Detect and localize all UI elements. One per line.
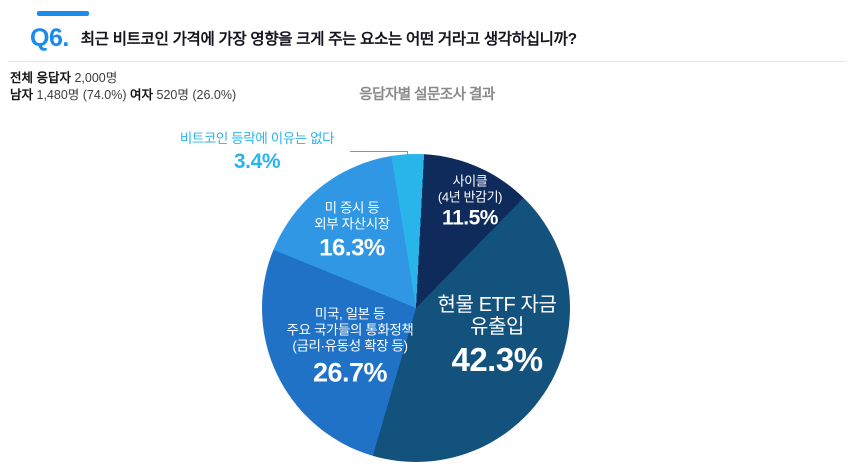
slice-cycle-line1: 사이클 <box>452 173 488 189</box>
slice-policy-percent: 26.7% <box>312 357 388 388</box>
respondent-total-value: 2,000명 <box>74 71 118 85</box>
slice-label-no-reason: 비트코인 등락에 이유는 없다 3.4% <box>179 130 335 174</box>
question-number: Q6. <box>30 24 69 52</box>
slice-etf-percent: 42.3% <box>451 341 543 378</box>
slice-policy-line3: (금리·유동성 확장 등) <box>292 338 408 354</box>
slice-market-percent: 16.3% <box>319 234 385 262</box>
respondent-female-label: 여자 <box>130 87 154 102</box>
respondent-gender-row: 남자 1,480명 (74.0%) 여자 520명 (26.0%) <box>10 87 236 104</box>
respondent-stats: 전체 응답자 2,000명 남자 1,480명 (74.0%) 여자 520명 … <box>10 70 236 103</box>
slice-no-reason-line2: 등락에 이유는 없다 <box>231 130 335 146</box>
slice-label-etf: 현물 ETF 자금 유출입 42.3% <box>438 294 557 378</box>
respondent-female-value: 520명 (26.0%) <box>156 87 237 102</box>
slice-cycle-percent: 11.5% <box>442 206 498 230</box>
pie-chart <box>262 154 570 462</box>
slice-etf-line2: 유출입 <box>469 316 524 338</box>
slice-no-reason-percent: 3.4% <box>233 149 281 173</box>
respondent-total-row: 전체 응답자 2,000명 <box>10 70 236 87</box>
slice-label-market: 미 증시 등 외부 자산시장 16.3% <box>314 200 390 262</box>
header-divider <box>8 61 846 62</box>
slice-market-line2: 외부 자산시장 <box>314 216 390 232</box>
accent-bar <box>37 11 89 16</box>
question-header: Q6. 최근 비트코인 가격에 가장 영향을 크게 주는 요소는 어떤 거라고 … <box>30 24 577 53</box>
slice-policy-line2: 주요 국가들의 통화정책 <box>286 322 414 338</box>
respondent-male-value: 1,480명 (74.0%) <box>36 87 127 102</box>
slice-label-policy: 미국, 일본 등 주요 국가들의 통화정책 (금리·유동성 확장 등) 26.7… <box>287 307 414 388</box>
slice-policy-line1: 미국, 일본 등 <box>314 306 386 322</box>
slice-cycle-line2: (4년 반감기) <box>437 189 503 204</box>
slice-market-line1: 미 증시 등 <box>324 200 380 216</box>
slice-no-reason-line1: 비트코인 <box>179 130 228 146</box>
question-text: 최근 비트코인 가격에 가장 영향을 크게 주는 요소는 어떤 거라고 생각하십… <box>80 31 577 48</box>
slice-label-cycle: 사이클 (4년 반감기) 11.5% <box>437 173 503 231</box>
respondent-male-label: 남자 <box>10 87 34 102</box>
chart-title: 응답자별 설문조사 결과 <box>359 87 495 103</box>
slice-etf-line1: 현물 ETF 자금 <box>437 294 557 316</box>
respondent-total-label: 전체 응답자 <box>10 71 71 85</box>
callout-connector-line <box>350 151 408 159</box>
